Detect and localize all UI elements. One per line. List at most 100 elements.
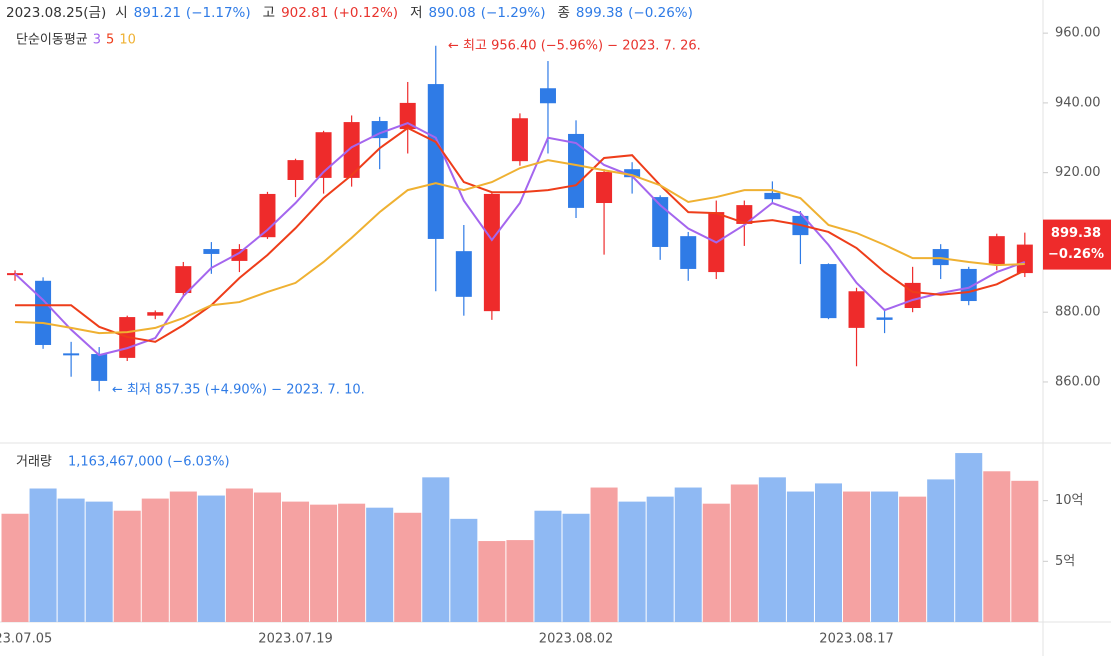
candle-body: [147, 312, 164, 316]
candle-body: [231, 249, 248, 261]
header-label: 시: [115, 5, 127, 21]
header-label: 고: [263, 5, 275, 21]
candle-body: [568, 133, 585, 208]
volume-bar: [758, 477, 786, 622]
x-tick-label: 2023.07.05: [0, 632, 52, 647]
legend-entry: 10: [119, 33, 136, 48]
candle-body: [455, 251, 472, 297]
y-tick-label: 860.00: [1055, 374, 1101, 389]
candle-body: [91, 354, 108, 381]
volume-bar: [478, 541, 506, 622]
candle-body: [736, 205, 753, 224]
volume-bar: [506, 540, 534, 622]
ma-line: [14, 159, 1025, 335]
header-label: 종: [557, 5, 569, 21]
candle-body: [988, 236, 1005, 265]
candle-body: [511, 118, 528, 162]
candle-body: [399, 102, 416, 130]
low-annotation: ← 최저 857.35 (+4.90%) − 2023. 7. 10.: [112, 383, 365, 398]
volume-label: 거래량: [16, 455, 52, 470]
candle-body: [764, 192, 781, 200]
candle-body: [483, 193, 500, 312]
ma-line: [15, 126, 1026, 343]
volume-bar: [1011, 480, 1039, 622]
y-tick-label: 5억: [1055, 554, 1075, 569]
x-tick-label: 2023.07.19: [258, 632, 332, 647]
volume-bar: [310, 504, 338, 622]
volume-bar: [57, 498, 85, 622]
volume-bar: [534, 510, 562, 622]
x-tick-label: 2023.08.17: [819, 632, 893, 647]
volume-bar: [85, 501, 113, 622]
candle-body: [315, 132, 332, 178]
last-price: 899.38: [1051, 226, 1101, 241]
legend-entry: 5: [106, 33, 114, 48]
candle-body: [1016, 244, 1033, 274]
high-annotation: ← 최고 956.40 (−5.96%) − 2023. 7. 26.: [448, 39, 701, 54]
volume-bar: [814, 483, 842, 622]
volume-bar: [955, 453, 983, 622]
candle-body: [820, 264, 837, 319]
candle-body: [596, 171, 613, 204]
volume-bar: [674, 487, 702, 622]
volume-bar: [562, 513, 590, 622]
candle-body: [932, 249, 949, 266]
header: 2023.08.25(금) 시 891.21 (−1.17%) 고 902.81 (+0.1…: [6, 5, 693, 21]
volume-bar: [871, 491, 899, 622]
volume-bar: [338, 503, 366, 622]
x-tick-label: 2023.08.02: [539, 632, 613, 647]
candle-body: [680, 236, 697, 269]
volume-bar: [225, 488, 253, 622]
volume-bar: [927, 479, 955, 622]
candle-body: [35, 280, 52, 345]
ma-line: [14, 122, 1026, 357]
y-tick-label: 940.00: [1055, 95, 1101, 110]
candle-body: [343, 122, 360, 178]
volume-bar: [394, 512, 422, 622]
y-tick-label: 880.00: [1055, 305, 1101, 320]
candle-body: [287, 160, 304, 180]
candle-body: [427, 84, 444, 239]
volume-bar: [983, 471, 1011, 622]
volume-bar: [197, 495, 225, 622]
volume-bar: [702, 503, 730, 622]
volume-bar: [422, 477, 450, 622]
volume-bar: [282, 501, 310, 622]
y-tick-label: 960.00: [1055, 26, 1101, 41]
candle-body: [63, 353, 80, 356]
header-value: 890.08: [428, 5, 475, 21]
volume-bar: [169, 491, 197, 622]
header-change: (−1.17%): [186, 5, 251, 21]
ma-legend-title: 단순이동평균: [16, 33, 88, 48]
volume-bar: [590, 487, 618, 622]
candle-body: [371, 121, 388, 139]
header-change: (−1.29%): [481, 5, 546, 21]
volume-bar: [618, 501, 646, 622]
candle-body: [848, 291, 865, 328]
volume-value: 1,163,467,000 (−6.03%): [68, 455, 230, 470]
volume-bar: [450, 518, 478, 622]
legend-entry: 3: [93, 33, 101, 48]
volume-bar: [730, 484, 758, 622]
volume-bar: [253, 492, 281, 622]
y-tick-label: 920.00: [1055, 165, 1101, 180]
volume-bar: [366, 507, 394, 622]
volume-bar: [646, 496, 674, 622]
volume-bar: [843, 491, 871, 622]
header-change: (+0.12%): [333, 5, 398, 21]
volume-bar: [899, 496, 927, 622]
candle-body: [904, 282, 921, 309]
last-change: −0.26%: [1048, 247, 1104, 262]
volume-bar: [1, 513, 29, 622]
header-label: 저: [410, 5, 422, 21]
header-change: (−0.26%): [628, 5, 693, 21]
y-tick-label: 10억: [1055, 493, 1084, 508]
candle-body: [175, 266, 192, 294]
volume-bar: [113, 510, 141, 622]
header-value: 899.38: [576, 5, 623, 21]
header-date: 2023.08.25(금): [6, 5, 106, 21]
header-value: 902.81: [281, 5, 328, 21]
last-price-box: [1043, 219, 1111, 270]
volume-bar: [141, 498, 169, 622]
